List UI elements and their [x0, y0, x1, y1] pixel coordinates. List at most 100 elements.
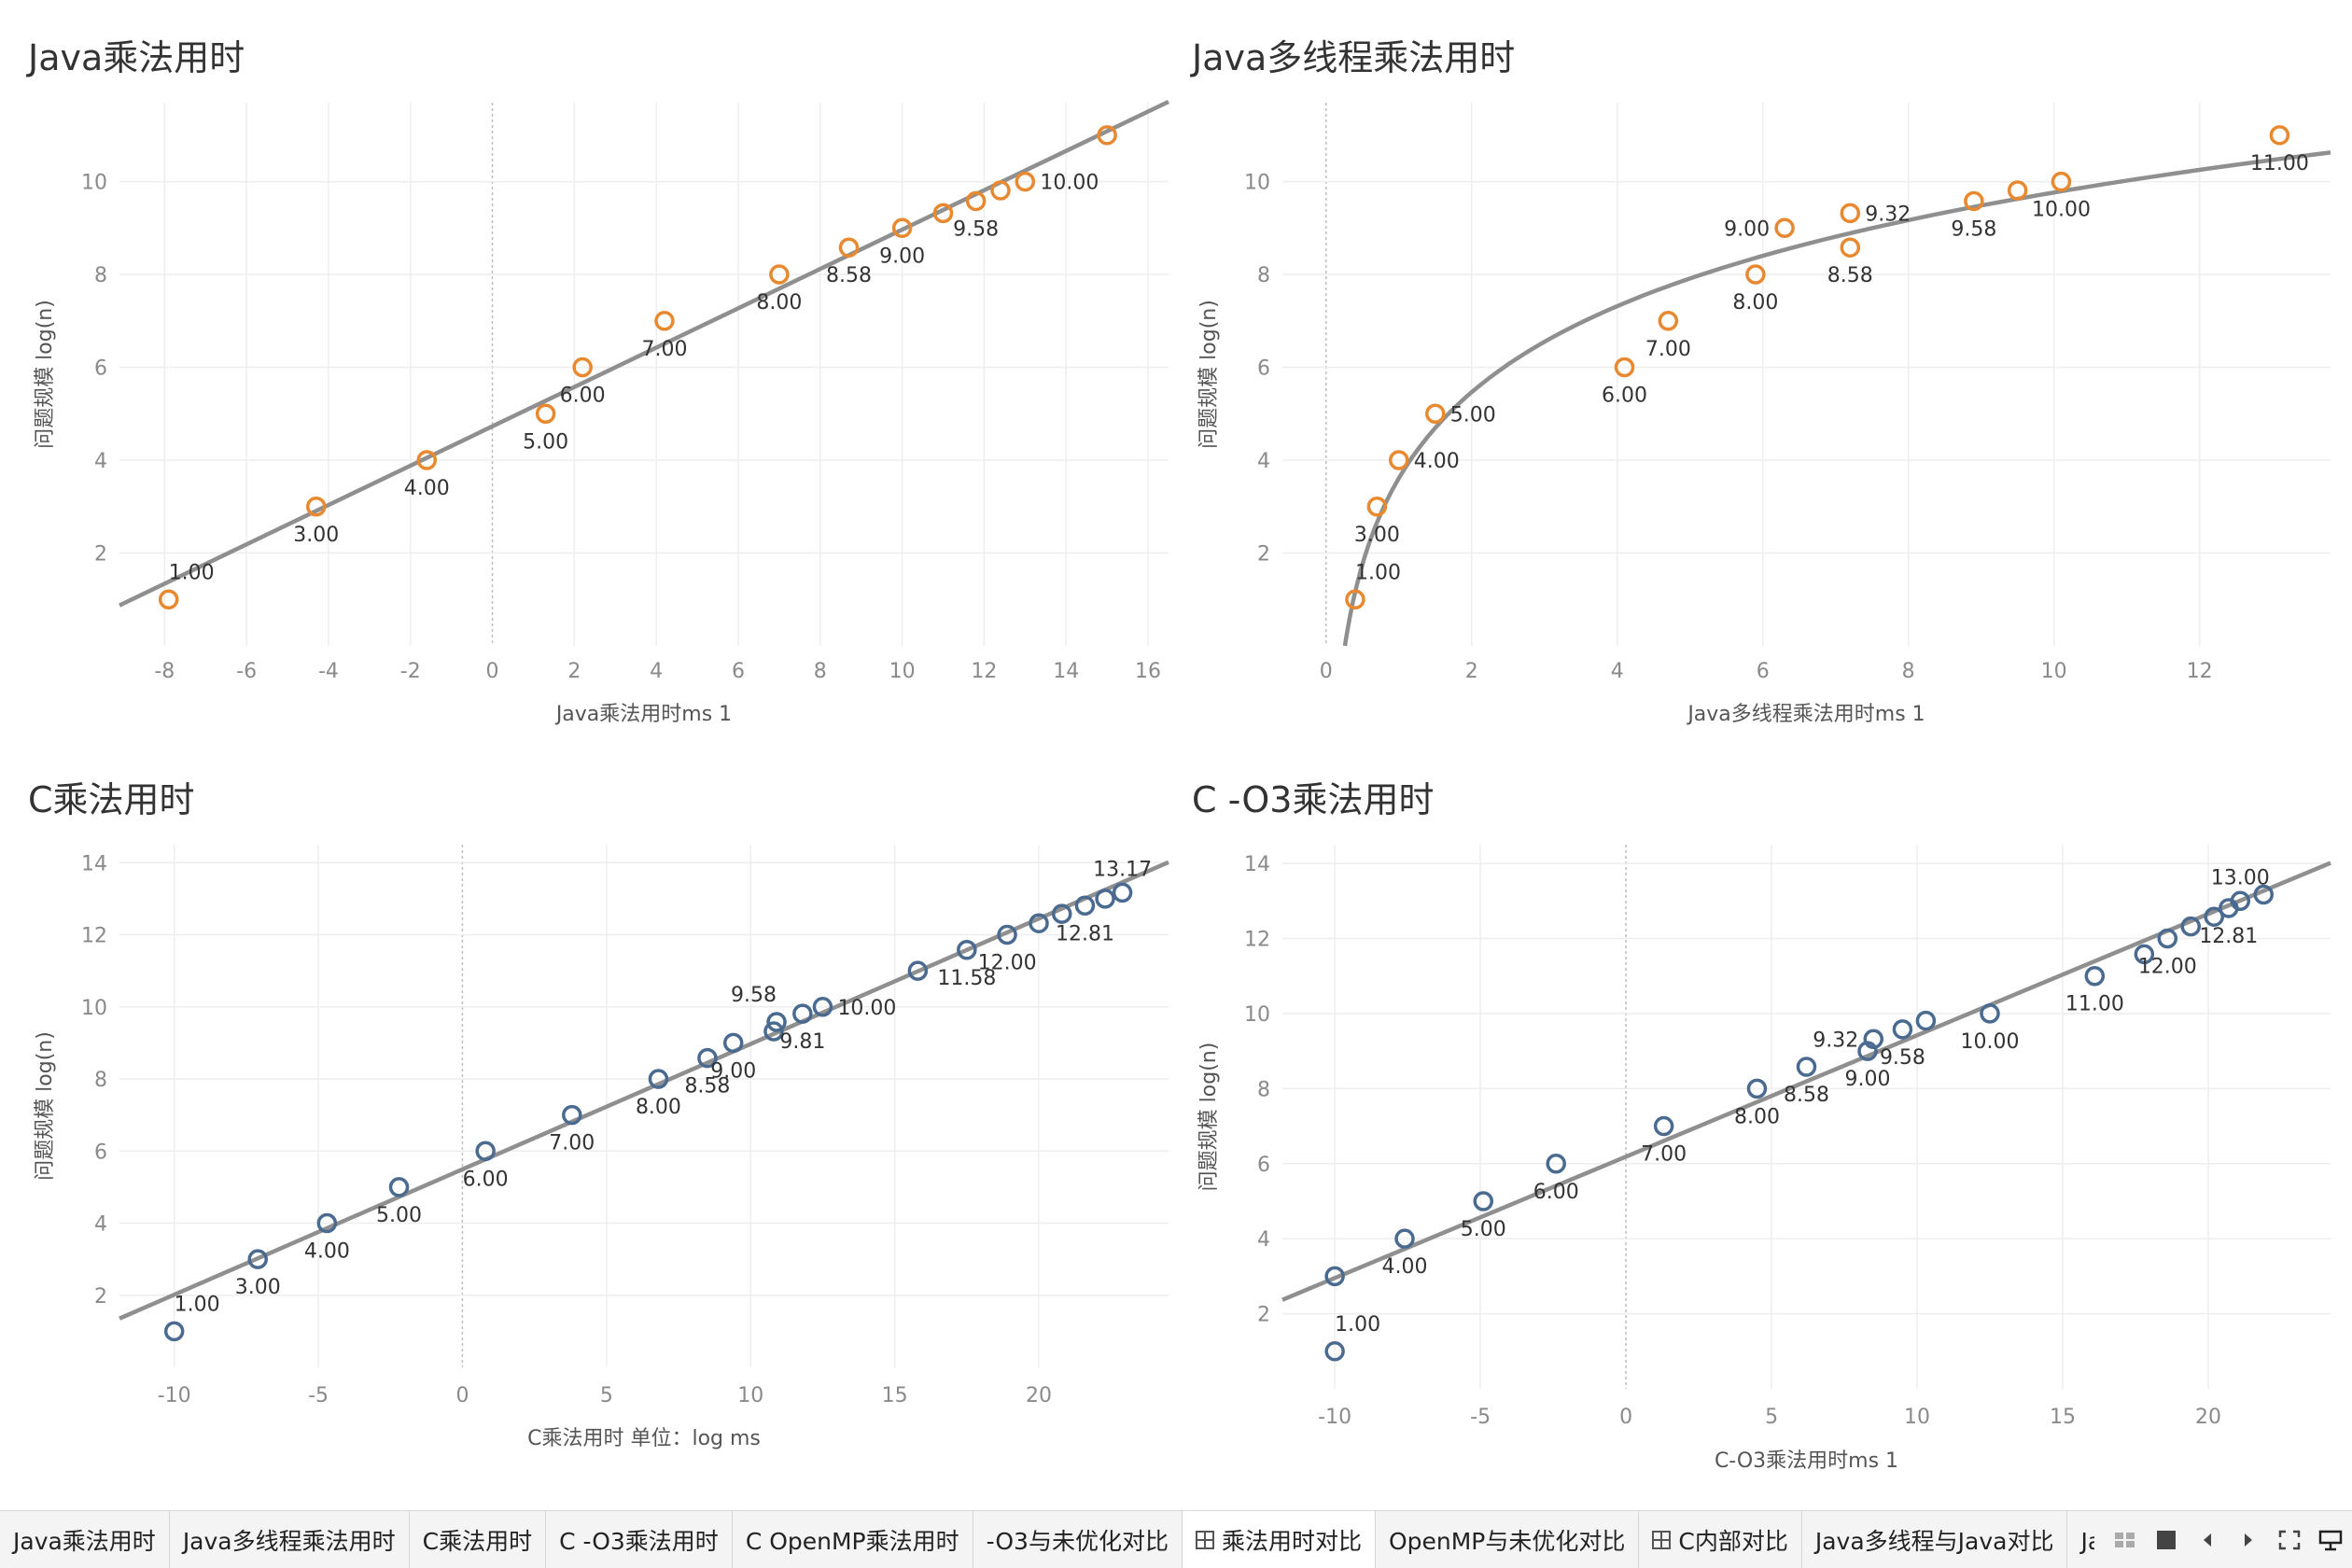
sheet-tab[interactable]: 乘法用时对比 — [1182, 1511, 1376, 1568]
c-o3-data-point[interactable] — [1746, 1078, 1768, 1099]
c-o3-data-point[interactable] — [1796, 1057, 1817, 1077]
c-data-label: 8.58 — [684, 1075, 730, 1099]
c-o3-data-point[interactable] — [2204, 906, 2224, 927]
c-o3-y-tick-label: 14 — [1244, 853, 1270, 876]
c-data-point[interactable] — [388, 1177, 410, 1197]
java-mt-data-point[interactable] — [1366, 497, 1388, 517]
java-data-point[interactable] — [572, 357, 593, 378]
java-y-tick-label: 6 — [94, 357, 107, 381]
sheet-tabs: Java乘法用时 Java多线程乘法用时 C乘法用时 C -O3乘法用时 C OpenM… — [0, 1511, 2094, 1568]
next-sheet-icon[interactable] — [2236, 1528, 2261, 1552]
java-mt-data-point[interactable] — [1964, 190, 1984, 212]
c-o3-data-label: 8.58 — [1784, 1084, 1829, 1107]
sheet-tab[interactable]: C乘法用时 — [410, 1511, 547, 1568]
java-data-point[interactable] — [932, 203, 954, 224]
c-o3-data-label: 1.00 — [1335, 1313, 1380, 1337]
c-data-point[interactable] — [316, 1212, 338, 1234]
c-data-point[interactable] — [648, 1069, 669, 1089]
java-data-point[interactable] — [891, 217, 913, 239]
c-data-label: 10.00 — [837, 997, 896, 1020]
java-mt-data-point[interactable] — [1614, 357, 1635, 378]
java-mt-data-point[interactable] — [1840, 203, 1861, 224]
c-data-point[interactable] — [163, 1321, 185, 1342]
c-data-point[interactable] — [1074, 895, 1096, 917]
c-o3-x-axis-title: C-O3乘法用时ms 1 — [1715, 1449, 1898, 1473]
c-data-point[interactable] — [247, 1249, 268, 1269]
c-o3-data-point[interactable] — [2230, 890, 2251, 912]
c-data-point[interactable] — [957, 940, 977, 960]
java-data-label: 8.00 — [756, 291, 802, 315]
sheet-tab[interactable]: -O3与未优化对比 — [973, 1511, 1183, 1568]
c-o3-data-point[interactable] — [2084, 965, 2106, 987]
c-o3-data-point[interactable] — [1915, 1010, 1937, 1031]
sheet-tab[interactable]: Java多线程乘法用时 — [170, 1511, 410, 1568]
java-mt-data-point[interactable] — [1840, 237, 1861, 258]
sheet-tab[interactable]: Java多线程与Java对比 — [1802, 1511, 2068, 1568]
sheet-tab[interactable]: Java与 — [2067, 1511, 2094, 1568]
java-data-point[interactable] — [158, 589, 179, 610]
java-data-point[interactable] — [965, 190, 987, 212]
c-o3-data-point[interactable] — [1324, 1266, 1345, 1287]
java-data-point[interactable] — [1097, 125, 1117, 146]
c-o3-data-point[interactable] — [2180, 916, 2202, 937]
java-mt-data-point[interactable] — [2007, 180, 2028, 201]
c-o3-data-point[interactable] — [2134, 944, 2155, 965]
java-data-point[interactable] — [654, 311, 675, 331]
sheet-tab[interactable]: OpenMP与未优化对比 — [1376, 1511, 1640, 1568]
java-mt-data-point[interactable] — [1774, 217, 1795, 239]
c-o3-data-point[interactable] — [1653, 1115, 1674, 1137]
sheet-sorter-icon[interactable] — [2113, 1528, 2137, 1552]
sheet-tab[interactable]: C -O3乘法用时 — [546, 1511, 733, 1568]
sheet-tab[interactable]: C内部对比 — [1639, 1511, 1802, 1568]
c-o3-data-point[interactable] — [2253, 884, 2275, 905]
c-y-tick-label: 14 — [81, 852, 107, 875]
c-o3-data-point[interactable] — [1863, 1029, 1883, 1050]
java-data-point[interactable] — [1015, 171, 1036, 192]
prev-sheet-icon[interactable] — [2195, 1528, 2219, 1552]
java-mt-data-point[interactable] — [1745, 264, 1766, 285]
java-mt-data-point[interactable] — [1658, 311, 1679, 331]
c-o3-data-point[interactable] — [2157, 928, 2178, 949]
java-data-point[interactable] — [306, 497, 327, 517]
java-mt-data-point[interactable] — [1345, 589, 1365, 610]
presentation-icon[interactable] — [2318, 1528, 2343, 1552]
java-mt-data-point[interactable] — [1425, 403, 1446, 425]
c-y-tick-label: 12 — [81, 925, 107, 948]
c-data-point[interactable] — [1029, 913, 1049, 933]
c-data-point[interactable] — [792, 1003, 813, 1024]
sheet-tab[interactable]: Java乘法用时 — [0, 1511, 170, 1568]
c-data-point[interactable] — [1112, 882, 1133, 903]
c-data-point[interactable] — [907, 960, 929, 981]
sheet-tab[interactable]: C OpenMP乘法用时 — [733, 1511, 973, 1568]
java-data-point[interactable] — [769, 264, 790, 285]
c-o3-data-point[interactable] — [1394, 1228, 1415, 1249]
c-data-point[interactable] — [1051, 903, 1072, 924]
c-o3-data-point[interactable] — [1324, 1341, 1345, 1362]
c-data-point[interactable] — [763, 1021, 784, 1042]
fullscreen-icon[interactable] — [2277, 1528, 2302, 1552]
java-data-point[interactable] — [838, 237, 860, 258]
java-data-label: 7.00 — [641, 338, 687, 361]
java-mt-data-point[interactable] — [2269, 125, 2290, 146]
java-data-point[interactable] — [990, 180, 1011, 201]
c-o3-y-tick-label: 2 — [1257, 1304, 1270, 1327]
java-mt-data-point[interactable] — [1389, 450, 1409, 470]
c-o3-data-point[interactable] — [1892, 1019, 1913, 1040]
java-mt-x-axis-title: Java多线程乘法用时ms 1 — [1686, 703, 1925, 726]
c-data-point[interactable] — [812, 997, 833, 1017]
c-data-point[interactable] — [475, 1141, 496, 1162]
c-data-point[interactable] — [1095, 889, 1115, 909]
c-o3-data-label: 11.00 — [2065, 993, 2124, 1016]
c-data-point[interactable] — [562, 1104, 582, 1126]
c-data-point[interactable] — [722, 1032, 744, 1054]
c-data-point[interactable] — [766, 1012, 787, 1032]
filmstrip-icon[interactable] — [2154, 1528, 2178, 1552]
java-data-point[interactable] — [416, 450, 438, 470]
c-data-point[interactable] — [697, 1047, 718, 1069]
c-o3-data-point[interactable] — [1980, 1003, 2000, 1024]
c-o3-data-point[interactable] — [1473, 1191, 1493, 1211]
c-o3-data-point[interactable] — [1546, 1154, 1566, 1174]
java-mt-data-point[interactable] — [2051, 171, 2072, 192]
c-data-point[interactable] — [997, 924, 1017, 945]
java-data-point[interactable] — [535, 403, 556, 425]
